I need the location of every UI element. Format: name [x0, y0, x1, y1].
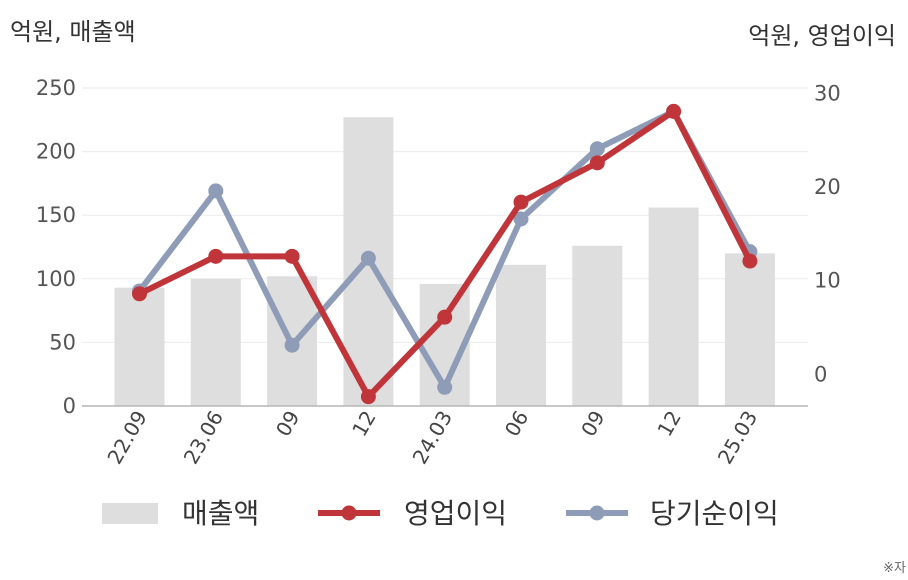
left-y-tick-label: 0 — [63, 394, 76, 418]
revenue-bar — [496, 264, 546, 406]
x-tick-label: 25.03 — [713, 407, 762, 469]
operating-profit-point — [437, 309, 453, 325]
net-income-point — [360, 250, 376, 266]
operating-profit-point — [666, 103, 682, 119]
operating-profit-point — [208, 248, 224, 264]
net-income-point — [208, 183, 224, 199]
x-tick-label: 06 — [500, 407, 534, 441]
left-axis-unit: 억원, 매출액 — [10, 18, 136, 46]
x-tick-label: 09 — [576, 407, 610, 441]
left-y-tick-label: 250 — [36, 76, 76, 100]
legend-label-net-income: 당기순이익 — [650, 497, 779, 530]
right-axis-unit: 억원, 영업이익 — [748, 22, 896, 50]
revenue-bar — [572, 245, 623, 406]
x-tick-label: 24.03 — [408, 407, 457, 469]
legend-marker-operating-profit — [341, 505, 357, 521]
left-y-tick-label: 100 — [36, 267, 76, 291]
operating-profit-point — [132, 286, 147, 302]
operating-profit-point — [360, 389, 376, 405]
left-y-tick-label: 50 — [49, 330, 76, 354]
revenue-bar — [190, 278, 241, 406]
revenue-bar — [724, 253, 775, 406]
x-tick-label: 23.06 — [179, 407, 228, 469]
net-income-point — [437, 379, 453, 395]
operating-profit-point — [513, 194, 529, 210]
legend-label-operating-profit: 영업이익 — [404, 497, 507, 530]
legend-label-revenue: 매출액 — [182, 497, 259, 530]
legend-marker-net-income — [589, 505, 605, 521]
left-y-tick-label: 200 — [36, 140, 76, 164]
revenue-bar — [114, 287, 165, 406]
operating-profit-point — [589, 155, 605, 171]
legend-swatch-revenue — [102, 503, 158, 524]
left-y-tick-label: 150 — [36, 203, 76, 227]
x-tick-label: 12 — [652, 407, 686, 441]
net-income-point — [589, 141, 605, 157]
revenue-bar — [648, 207, 699, 406]
x-tick-label: 12 — [347, 407, 381, 441]
right-y-tick-label: 20 — [814, 175, 841, 199]
net-income-point — [284, 337, 300, 353]
operating-profit-point — [742, 253, 758, 269]
right-y-tick-label: 30 — [814, 82, 841, 106]
x-tick-label: 22.09 — [102, 407, 151, 469]
footnote: ※자 — [883, 561, 906, 576]
right-y-tick-label: 0 — [814, 362, 827, 386]
right-y-tick-label: 10 — [814, 269, 841, 293]
x-tick-label: 09 — [271, 407, 305, 441]
operating-profit-point — [284, 248, 300, 264]
net-income-point — [513, 211, 529, 227]
